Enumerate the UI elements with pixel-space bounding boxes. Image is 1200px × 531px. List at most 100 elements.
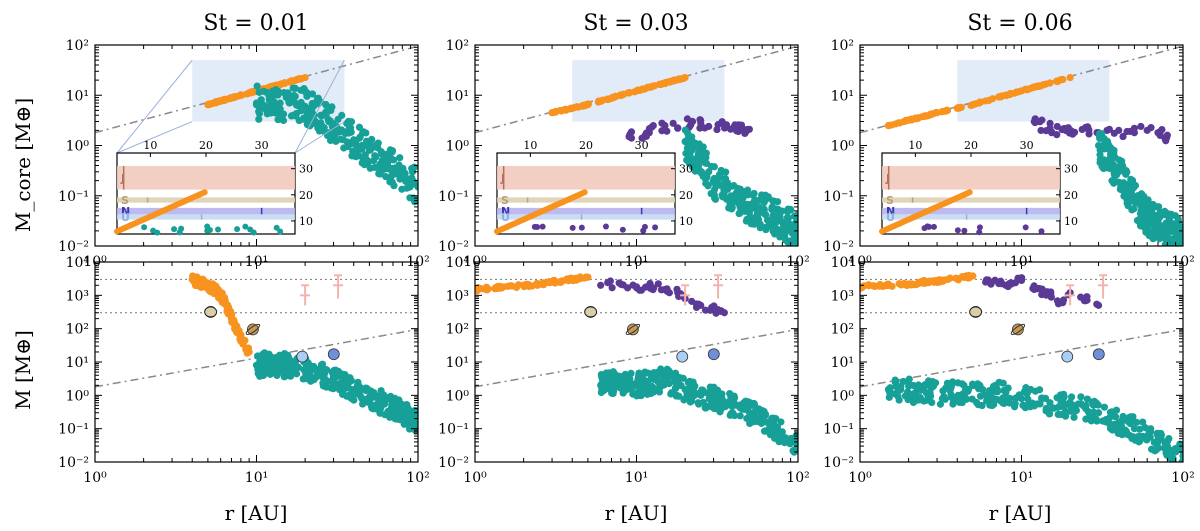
axis-bottom-middle-ytick-label: 10⁻²: [438, 455, 469, 471]
data-point-purple: [1053, 131, 1061, 139]
data-point-purple: [1069, 130, 1077, 138]
data-point-teal: [329, 380, 337, 388]
data-point-teal: [1096, 155, 1104, 164]
data-point-teal: [680, 396, 688, 404]
data-point-teal: [355, 123, 364, 131]
data-point-orange: [491, 284, 499, 292]
data-point-teal: [366, 146, 374, 154]
data-point-teal: [274, 87, 282, 95]
data-point-purple: [1053, 122, 1061, 131]
data-point-teal: [673, 372, 681, 381]
data-point-teal: [1153, 429, 1161, 437]
axis-bottom-left-xtick-label: 10¹: [245, 470, 268, 486]
inset-band-U: [882, 214, 1060, 220]
panel-plot-area: [95, 45, 418, 206]
data-point-teal: [1131, 199, 1139, 207]
data-point-teal: [694, 390, 702, 398]
inset-data-point: [652, 224, 659, 231]
data-point-purple: [727, 125, 735, 133]
inset-band-S: [882, 197, 1060, 203]
axis-bottom-left-ytick-label: 10⁰: [66, 388, 90, 404]
data-point-teal: [1175, 246, 1182, 253]
data-point-orange: [957, 103, 965, 111]
axis-top-right-ytick-label: 10²: [831, 38, 854, 54]
data-point-teal: [354, 378, 362, 386]
data-point-teal: [775, 227, 783, 236]
data-point-teal: [672, 391, 680, 399]
data-point-teal: [1153, 203, 1161, 211]
inset-connector: [116, 59, 193, 154]
data-point-orange: [888, 121, 896, 129]
data-point-teal: [1096, 130, 1104, 138]
data-point-teal: [784, 205, 792, 213]
data-point-teal: [1107, 144, 1115, 152]
saturn-ring: [245, 323, 261, 335]
data-point-teal: [335, 128, 343, 136]
data-point-purple: [1005, 280, 1013, 288]
data-point-teal: [608, 389, 616, 397]
inset-band-J: [882, 166, 1060, 190]
inset-data-point: [569, 224, 576, 231]
inset-planet-label: S: [886, 194, 894, 207]
data-point-purple: [663, 287, 671, 295]
data-point-teal: [735, 185, 743, 193]
data-point-teal: [1141, 225, 1150, 233]
data-point-teal: [1147, 445, 1156, 453]
data-point-teal: [356, 133, 364, 141]
inset-top-left: JSNU 10 20 30 10 20 30: [114, 59, 345, 236]
data-point-teal: [307, 377, 315, 385]
axis-top-left-ytick-label: 10²: [66, 38, 89, 54]
data-point-teal: [1038, 394, 1046, 402]
data-point-teal: [1120, 167, 1129, 176]
data-point-purple: [696, 116, 704, 124]
inset-data-point-orange: [581, 189, 588, 196]
data-point-orange: [280, 79, 289, 87]
data-point-orange: [215, 97, 224, 105]
data-point-teal: [1144, 213, 1152, 221]
data-point-teal: [259, 87, 268, 95]
data-point-orange: [604, 95, 612, 104]
data-point-teal: [1155, 235, 1163, 243]
data-point-purple: [674, 124, 682, 132]
data-point-teal: [255, 115, 263, 123]
inset-data-point: [954, 227, 961, 234]
data-point-teal: [646, 382, 655, 390]
data-point-orange: [911, 114, 920, 122]
data-point-purple: [608, 284, 616, 292]
data-point-teal: [1174, 218, 1183, 226]
axis-bottom-right-ytick-label: 10⁻¹: [823, 422, 854, 438]
data-point-orange: [524, 280, 532, 289]
data-point-teal: [775, 438, 783, 446]
data-point-teal: [377, 148, 385, 156]
data-point-purple: [1064, 124, 1072, 132]
data-point-orange: [290, 77, 298, 85]
axis-bottom-left-ytick-label: 10⁴: [66, 255, 90, 271]
data-point-teal: [1178, 444, 1183, 452]
data-point-teal: [1108, 408, 1116, 416]
data-point-teal: [1129, 192, 1137, 200]
data-point-teal: [1119, 412, 1127, 421]
inset-planet-label: J: [120, 172, 125, 185]
axis-bottom-left-ytick-label: 10²: [66, 322, 89, 338]
data-point-teal: [308, 90, 317, 98]
data-point-teal: [335, 386, 344, 394]
data-point-teal: [1146, 433, 1154, 441]
axis-bottom-right-ytick-label: 10³: [831, 288, 854, 304]
data-point-orange: [609, 93, 617, 101]
data-point-teal: [783, 437, 792, 445]
axis-bottom-right-ytick-label: 10⁻²: [823, 455, 854, 471]
data-point-teal: [304, 359, 312, 367]
axis-top-left-ytick-label: 10¹: [66, 88, 89, 104]
inset-planet-label: J: [885, 172, 890, 185]
data-point-teal: [672, 382, 681, 390]
planet-marker-neptune: [707, 348, 720, 361]
data-point-teal: [1157, 229, 1165, 237]
data-point-teal: [1153, 440, 1161, 448]
inset-data-point: [273, 224, 280, 231]
data-point-teal: [1089, 411, 1097, 419]
data-point-teal: [748, 410, 757, 418]
data-point-orange: [550, 276, 558, 284]
data-point-teal: [1128, 178, 1136, 186]
data-point-orange: [1006, 89, 1014, 98]
